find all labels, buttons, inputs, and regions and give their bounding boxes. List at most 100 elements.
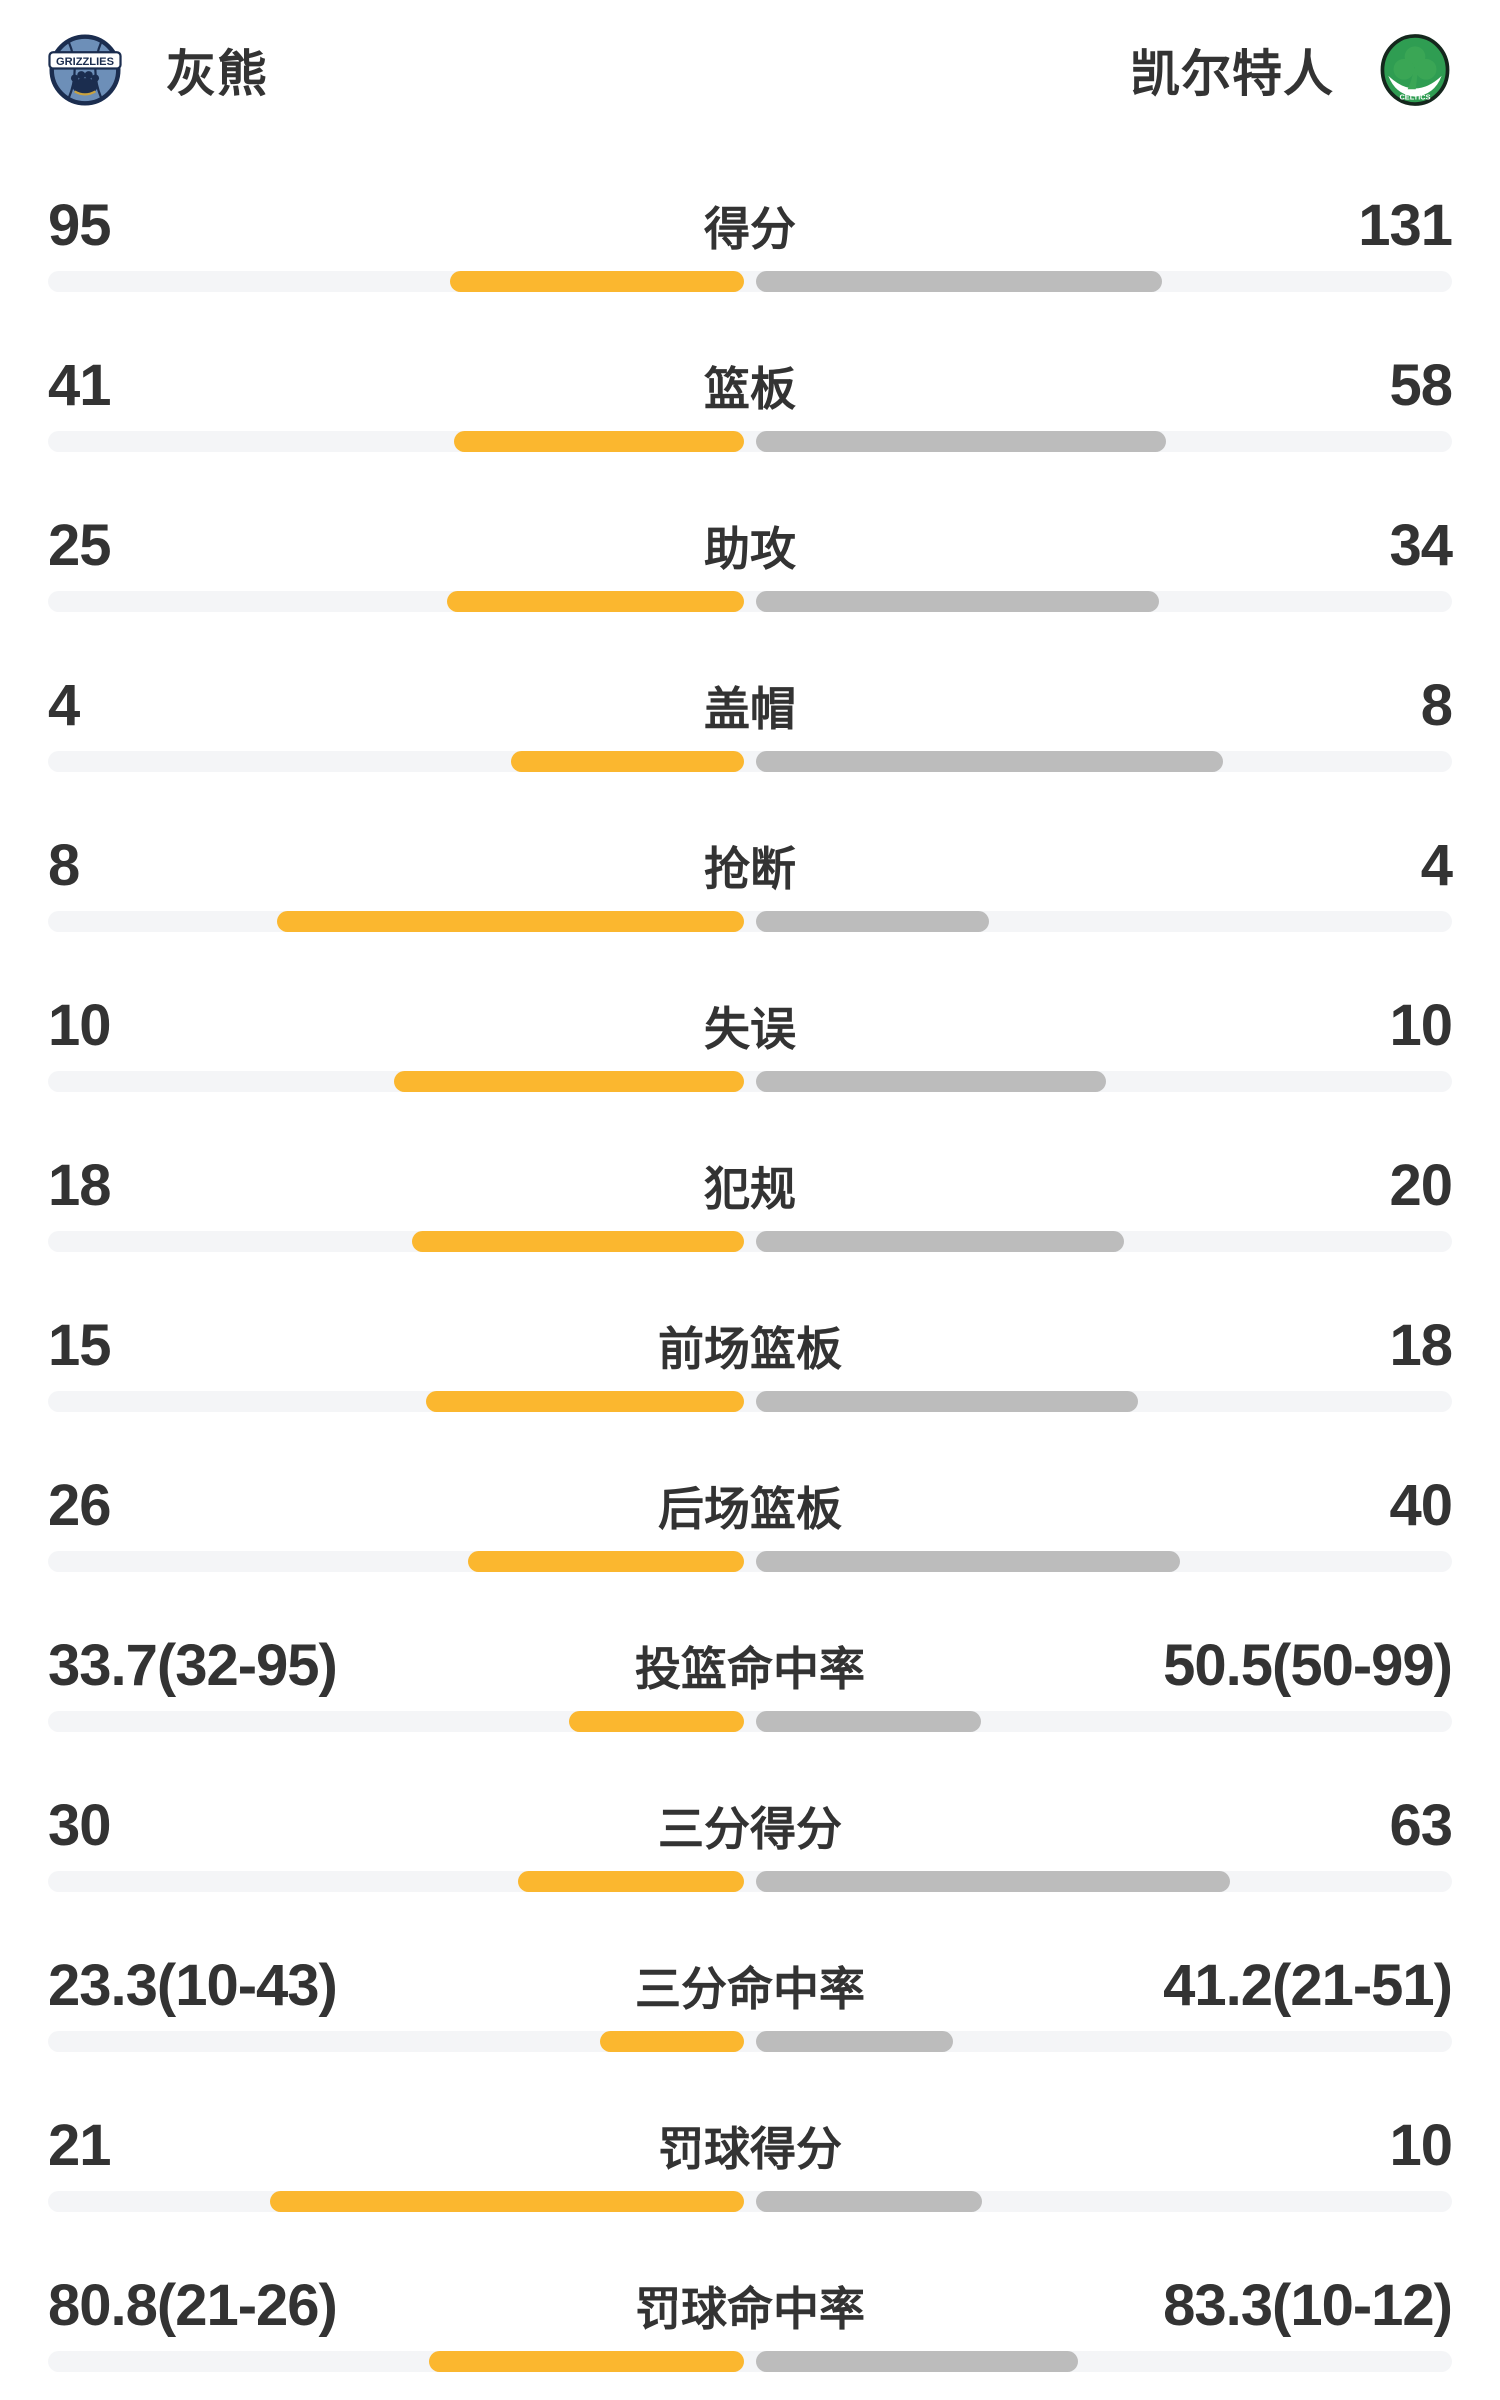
- stat-row: 33.7(32-95) 投篮命中率 50.5(50-99): [48, 1630, 1453, 1790]
- home-bar: [518, 1871, 744, 1892]
- away-bar: [756, 591, 1159, 612]
- away-team-name: 凯尔特人: [1130, 46, 1334, 102]
- home-value: 30: [48, 1793, 112, 1858]
- stat-track: [48, 751, 1452, 772]
- home-value: 4: [48, 673, 80, 738]
- stat-label: 三分得分: [658, 1803, 842, 1855]
- stat-label: 抢断: [704, 843, 796, 895]
- away-value: 41.2(21-51): [1163, 1953, 1453, 2018]
- home-bar: [511, 751, 744, 772]
- away-bar: [756, 1551, 1180, 1572]
- home-value: 18: [48, 1153, 112, 1218]
- stat-track: [48, 1871, 1452, 1892]
- home-bar: [429, 2351, 744, 2372]
- stat-track: [48, 591, 1452, 612]
- home-bar: [426, 1391, 744, 1412]
- stat-row: 41 篮板 58: [48, 350, 1453, 510]
- stat-row: 10 失误 10: [48, 990, 1453, 1150]
- away-team-header: 凯尔特人 CELTICS: [1130, 33, 1452, 107]
- home-bar: [394, 1071, 744, 1092]
- away-bar: [756, 1871, 1230, 1892]
- home-value: 15: [48, 1313, 112, 1378]
- stat-track: [48, 2191, 1452, 2212]
- away-bar: [756, 2191, 982, 2212]
- away-bar: [756, 2031, 953, 2052]
- stat-label: 失误: [704, 1003, 796, 1055]
- stat-row: 95 得分 131: [48, 190, 1453, 350]
- away-value: 131: [1358, 193, 1453, 258]
- home-value: 23.3(10-43): [48, 1953, 338, 2018]
- away-bar: [756, 271, 1162, 292]
- stat-row: 30 三分得分 63: [48, 1790, 1453, 1950]
- away-value: 34: [1389, 513, 1453, 578]
- away-value: 58: [1389, 353, 1453, 418]
- away-bar: [756, 2351, 1078, 2372]
- stat-label: 得分: [704, 203, 796, 255]
- home-value: 25: [48, 513, 112, 578]
- away-value: 63: [1389, 1793, 1453, 1858]
- stat-track: [48, 1071, 1452, 1092]
- stat-track: [48, 1231, 1452, 1252]
- stat-row: 26 后场篮板 40: [48, 1470, 1453, 1630]
- home-bar: [412, 1231, 744, 1252]
- home-value: 41: [48, 353, 112, 418]
- home-bar: [270, 2191, 744, 2212]
- away-bar: [756, 1071, 1106, 1092]
- away-bar: [756, 911, 989, 932]
- stat-label: 盖帽: [704, 683, 796, 735]
- home-value: 33.7(32-95): [48, 1633, 338, 1698]
- home-team-name: 灰熊: [166, 46, 268, 102]
- away-value: 10: [1389, 993, 1453, 1058]
- stat-track: [48, 2351, 1452, 2372]
- home-value: 21: [48, 2113, 112, 2178]
- stat-row: 4 盖帽 8: [48, 670, 1453, 830]
- grizzlies-logo-text: GRIZZLIES: [56, 56, 114, 68]
- away-bar: [756, 431, 1166, 452]
- home-bar: [450, 271, 744, 292]
- away-bar: [756, 1231, 1124, 1252]
- stat-label: 罚球命中率: [635, 2283, 865, 2335]
- stat-track: [48, 271, 1452, 292]
- home-value: 26: [48, 1473, 112, 1538]
- home-value: 95: [48, 193, 112, 258]
- stat-track: [48, 1391, 1452, 1412]
- away-bar: [756, 1391, 1138, 1412]
- away-value: 40: [1389, 1473, 1453, 1538]
- stat-row: 8 抢断 4: [48, 830, 1453, 990]
- stat-label: 投篮命中率: [635, 1643, 865, 1695]
- home-bar: [468, 1551, 744, 1572]
- home-bar: [600, 2031, 744, 2052]
- stat-track: [48, 1551, 1452, 1572]
- home-value: 10: [48, 993, 112, 1058]
- away-bar: [756, 1711, 981, 1732]
- stat-row: 15 前场篮板 18: [48, 1310, 1453, 1470]
- stat-row: 21 罚球得分 10: [48, 2110, 1453, 2270]
- stat-row: 18 犯规 20: [48, 1150, 1453, 1310]
- away-value: 4: [1420, 833, 1453, 898]
- celtics-logo-text: CELTICS: [1399, 93, 1430, 102]
- stat-track: [48, 431, 1452, 452]
- away-value: 18: [1389, 1313, 1453, 1378]
- stat-label: 后场篮板: [658, 1483, 842, 1535]
- away-value: 8: [1420, 673, 1453, 738]
- stat-label: 犯规: [704, 1163, 796, 1215]
- away-value: 20: [1389, 1153, 1453, 1218]
- away-value: 50.5(50-99): [1163, 1633, 1453, 1698]
- away-value: 10: [1389, 2113, 1453, 2178]
- stat-track: [48, 911, 1452, 932]
- home-bar: [569, 1711, 744, 1732]
- stat-label: 罚球得分: [658, 2123, 842, 2175]
- match-header: GRIZZLIES 灰熊 凯尔特人 CELTICS: [48, 0, 1452, 110]
- away-value: 83.3(10-12): [1163, 2273, 1453, 2338]
- home-value: 8: [48, 833, 80, 898]
- stat-label: 助攻: [704, 523, 796, 575]
- stat-label: 篮板: [704, 363, 796, 415]
- home-bar: [277, 911, 744, 932]
- home-team-header: GRIZZLIES 灰熊: [48, 33, 268, 107]
- stat-label: 三分命中率: [635, 1963, 865, 2015]
- celtics-logo-icon: CELTICS: [1380, 34, 1450, 106]
- stat-row: 80.8(21-26) 罚球命中率 83.3(10-12): [48, 2270, 1453, 2400]
- away-bar: [756, 751, 1223, 772]
- home-bar: [447, 591, 744, 612]
